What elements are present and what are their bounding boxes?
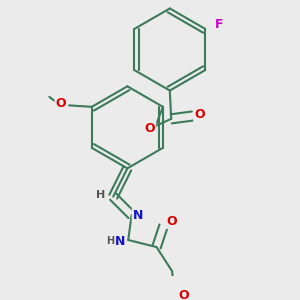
Text: H: H	[96, 190, 105, 200]
Text: F: F	[215, 18, 224, 31]
Text: O: O	[178, 289, 189, 300]
Text: N: N	[133, 208, 143, 222]
Text: O: O	[166, 215, 177, 228]
Text: O: O	[56, 98, 66, 110]
Text: H: H	[106, 236, 115, 246]
Text: O: O	[145, 122, 155, 135]
Text: N: N	[115, 235, 125, 248]
Text: O: O	[194, 108, 205, 121]
